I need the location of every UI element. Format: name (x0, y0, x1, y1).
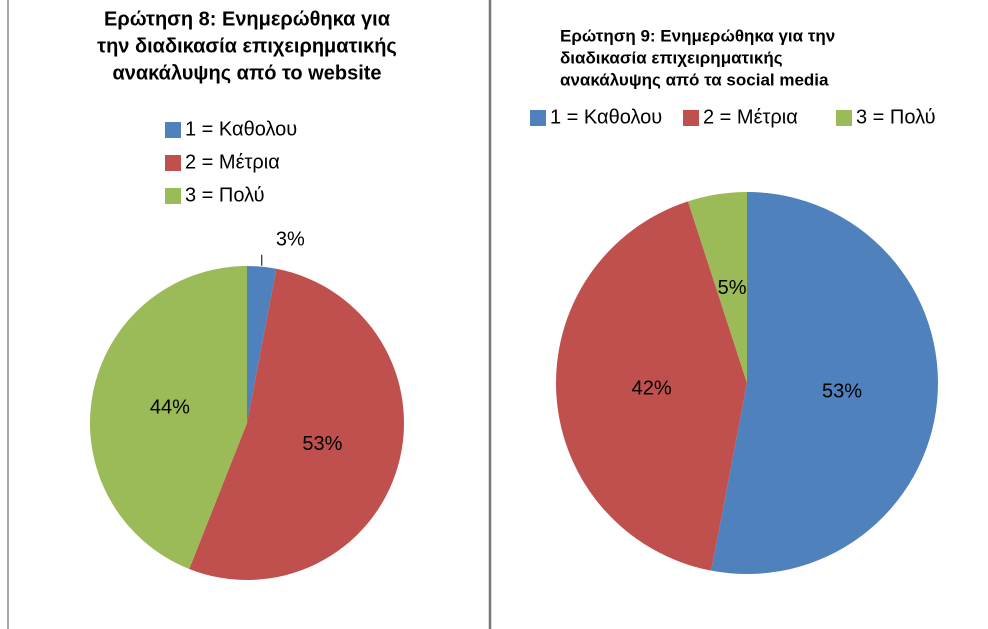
legend-swatch (530, 110, 546, 126)
data-label: 44% (150, 397, 190, 419)
chart-title: ανακάλυψης από το website (112, 62, 381, 84)
pie-slice (89, 266, 247, 569)
chart-title: Ερώτηση 8: Ενημερώθηκα για (104, 8, 391, 30)
chart-title: Ερώτηση 9: Ενημερώθηκα για την (560, 26, 835, 45)
legend-label: 3 = Πολύ (185, 184, 265, 206)
legend-swatch (165, 188, 181, 204)
legend-label: 3 = Πολύ (856, 106, 936, 128)
legend-label: 2 = Μέτρια (185, 151, 280, 173)
legend-swatch (836, 110, 852, 126)
legend-swatch (165, 155, 181, 171)
chart-title: την διαδικασία επιχειρηματικής (97, 35, 397, 57)
chart-title: ανακάλυψης από τα social media (560, 70, 829, 89)
legend-swatch (165, 122, 181, 138)
data-label: 3% (276, 228, 305, 250)
pie-slice (711, 192, 938, 574)
pie-slice (687, 192, 747, 383)
data-label: 53% (822, 380, 862, 402)
data-label: 53% (302, 433, 342, 455)
legend-label: 1 = Καθολου (185, 118, 297, 140)
data-label: 42% (632, 377, 672, 399)
pie-slice (189, 268, 404, 580)
legend-label: 1 = Καθολου (550, 106, 662, 128)
legend-label: 2 = Μέτρια (703, 106, 798, 128)
pie-slice (247, 266, 277, 423)
data-label: 5% (718, 277, 747, 299)
legend-swatch (683, 110, 699, 126)
chart-title: διαδικασία επιχειρηματικής (560, 48, 783, 67)
pie-slice (555, 201, 747, 571)
